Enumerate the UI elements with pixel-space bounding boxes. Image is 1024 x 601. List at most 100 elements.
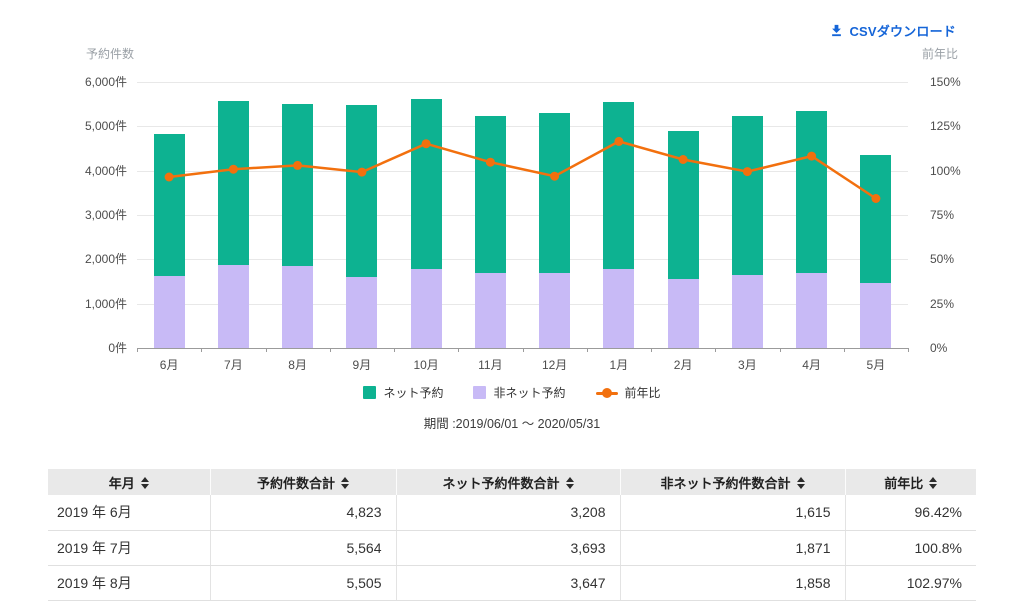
table-header-label: 非ネット予約件数合計 (660, 475, 791, 491)
non-net-bar-segment (539, 272, 571, 348)
net-bar-segment (346, 105, 378, 278)
legend-line-marker-icon (595, 387, 618, 398)
table-body: 2019 年 6月 4,823 3,208 1,615 96.42% 2019 年 7月 5… (48, 495, 976, 601)
table-row: 2019 年 7月 5,564 3,693 1,871 100.8% (48, 530, 976, 566)
legend-item-non-net: 非ネット予約 (473, 384, 566, 401)
sort-icon (140, 476, 149, 489)
sort-icon (341, 476, 349, 489)
month-label: 4月 (802, 358, 821, 372)
sort-up-arrow (565, 476, 574, 482)
sort-icon (565, 476, 574, 489)
x-axis-tickmark (201, 348, 203, 352)
right-axis-title: 前年比 (922, 47, 959, 61)
gridline (137, 126, 908, 128)
right-axis-tick-label: 25% (930, 296, 955, 311)
table-header-cell[interactable]: 予約件数合計 (210, 469, 397, 495)
table-header-cell[interactable]: 年月 (48, 469, 211, 495)
non-net-bar-segment (217, 265, 249, 348)
non-net-bar-segment (153, 276, 185, 348)
month-label: 12月 (541, 358, 568, 372)
table-header-label: 予約件数合計 (256, 475, 335, 491)
month-label: 8月 (288, 358, 307, 372)
left-axis-tick-label: 6,000件 (84, 75, 127, 89)
yoy-ratio-point (871, 194, 881, 203)
table-header-cell[interactable]: 非ネット予約件数合計 (620, 469, 846, 495)
chart-legend: ネット予約 非ネット予約 前年比 (0, 384, 1024, 401)
right-axis-tick-label: 50% (930, 252, 955, 267)
x-axis-tickmark (329, 348, 331, 352)
yoy-ratio-point (807, 151, 817, 161)
net-bar-segment (282, 103, 314, 266)
yoy-ratio-line (164, 136, 881, 203)
month-label: 2月 (673, 358, 693, 372)
sort-up-arrow (796, 476, 805, 482)
right-axis-tick-label: 125% (930, 119, 961, 134)
table-cell: 96.42% (845, 495, 976, 531)
sort-down-arrow (929, 483, 938, 489)
legend-label: 非ネット予約 (493, 386, 566, 400)
x-axis-tickmark (715, 348, 717, 352)
left-axis-tick-label: 2,000件 (84, 252, 127, 267)
net-bar-segment (217, 101, 249, 266)
non-net-bar-segment (667, 279, 699, 348)
table-row: 2019 年 8月 5,505 3,647 1,858 102.97% (48, 565, 976, 601)
period-label: 期間 :2019/06/01 〜 2020/05/31 (423, 417, 601, 431)
sort-up-arrow (341, 476, 349, 482)
legend-label: 前年比 (624, 386, 661, 400)
legend-label: ネット予約 (383, 386, 444, 400)
table-cell: 1,871 (620, 530, 846, 566)
reservation-table: 年月 予約件数合計 ネット予約件数合計 非ネット予約件数合計 前年比 2019 年 6月… (48, 469, 976, 601)
non-net-bar-segment (731, 274, 763, 348)
x-axis-tickmark (908, 348, 909, 352)
table-cell: 4,823 (210, 495, 397, 531)
table-cell: 2019 年 7月 (48, 530, 211, 566)
table-header-cell[interactable]: 前年比 (845, 469, 976, 495)
right-axis-tick-label: 0% (930, 341, 948, 355)
table-row: 2019 年 6月 4,823 3,208 1,615 96.42% (48, 495, 976, 531)
month-label: 3月 (738, 358, 757, 372)
table-cell: 1,858 (620, 565, 846, 601)
non-net-bar-segment (410, 269, 442, 348)
table-header-label: 年月 (108, 475, 135, 491)
left-axis-title: 予約件数 (86, 47, 135, 61)
x-axis-tickmark (586, 348, 588, 352)
sort-up-arrow (929, 476, 938, 482)
non-net-bar-segment (796, 273, 828, 348)
table-cell: 3,208 (396, 495, 621, 531)
legend-swatch-icon (363, 386, 377, 399)
table-cell: 1,615 (620, 495, 846, 531)
net-bar-segment (860, 154, 892, 284)
non-net-bar-segment (603, 268, 635, 348)
gridline (137, 215, 908, 216)
legend-swatch-icon (473, 386, 487, 399)
table-cell: 5,505 (210, 565, 397, 601)
x-axis-tickmark (265, 348, 267, 352)
net-bar-segment (539, 113, 571, 273)
x-axis-tickmark (137, 348, 138, 352)
sort-down-arrow (796, 483, 805, 489)
left-axis-tick-label: 1,000件 (84, 296, 127, 311)
sort-icon (929, 476, 938, 489)
left-axis-tick-label: 5,000件 (84, 119, 127, 134)
table-header-label: ネット予約件数合計 (442, 475, 560, 491)
month-label: 5月 (866, 358, 886, 372)
yoy-ratio-point (742, 167, 752, 177)
net-bar-segment (731, 115, 763, 275)
table-cell: 5,564 (210, 530, 397, 566)
x-axis-tickmark (458, 348, 460, 352)
x-axis-tickmark (522, 348, 524, 352)
yoy-ratio-point (485, 157, 495, 167)
csv-download-link[interactable]: CSVダウンロード (829, 21, 956, 40)
right-axis-tick-label: 150% (930, 75, 961, 89)
yoy-ratio-point (550, 171, 560, 181)
gridline (137, 170, 908, 172)
left-axis-tick-label: 4,000件 (84, 163, 127, 178)
month-label: 7月 (224, 358, 243, 372)
non-net-bar-segment (282, 265, 314, 348)
table-header-cell[interactable]: ネット予約件数合計 (396, 469, 621, 495)
net-bar-segment (603, 101, 635, 269)
table-cell: 2019 年 6月 (48, 495, 211, 531)
table-cell: 100.8% (845, 530, 976, 566)
yoy-ratio-point (293, 160, 303, 170)
